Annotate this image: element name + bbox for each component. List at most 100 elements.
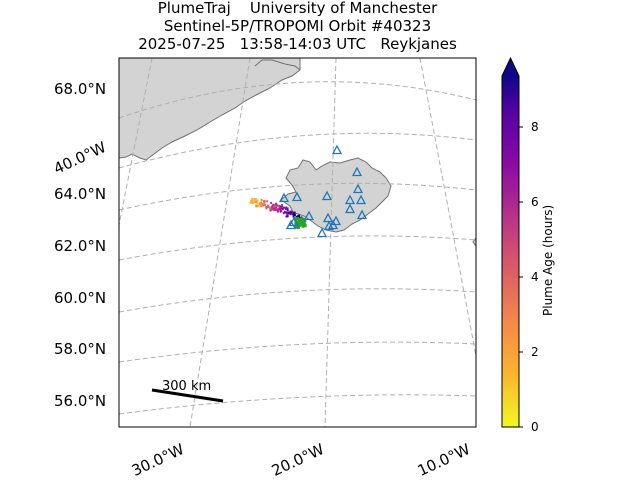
plume-point	[249, 200, 252, 203]
plume-point	[271, 208, 274, 211]
plume-point	[273, 205, 276, 208]
plume-point	[276, 204, 279, 207]
vent-point	[300, 218, 304, 222]
vent-point	[301, 223, 305, 227]
volcano-marker	[344, 203, 356, 214]
map-panel: 300 km	[119, 58, 476, 427]
plume-point	[278, 208, 281, 211]
colorbar-frame	[501, 56, 520, 428]
plume-point	[291, 213, 294, 216]
plume-point	[255, 205, 258, 207]
vent-point	[302, 217, 306, 221]
plume-point	[273, 207, 275, 210]
plume-point	[289, 213, 292, 216]
plume-point	[283, 206, 285, 209]
colorbar-tick-0: 0	[531, 420, 539, 434]
plume-point	[293, 214, 296, 216]
colorbar	[502, 76, 519, 427]
plume-point	[262, 204, 265, 207]
vent-point	[294, 225, 297, 229]
graticule	[119, 58, 476, 427]
plume-point	[261, 203, 264, 205]
greenland-land	[119, 58, 301, 161]
plume-point	[285, 207, 288, 210]
volcano-marker	[344, 194, 356, 205]
vent-point	[300, 220, 304, 224]
plume-point	[260, 201, 262, 204]
plume-point	[275, 202, 278, 205]
plume-point	[290, 210, 293, 213]
vent-point	[294, 217, 298, 221]
plume-point	[284, 211, 286, 214]
plume-point	[286, 215, 289, 218]
volcano-marker	[331, 144, 343, 155]
plume-point	[292, 215, 295, 218]
plume-point	[281, 207, 284, 210]
plume-point	[285, 206, 288, 209]
lat-label-64: 64.0°N	[54, 185, 107, 203]
plume-point	[254, 198, 257, 201]
vent-point	[296, 226, 300, 229]
plume-point	[256, 202, 259, 205]
plume-point	[256, 199, 259, 202]
europe-edge-land	[472, 237, 476, 247]
lat-label-56: 56.0°N	[54, 392, 107, 410]
colorbar-label: Plume Age (hours)	[541, 204, 555, 316]
plume-point	[274, 204, 277, 207]
plume-point	[260, 199, 263, 201]
scale-bar-label: 300 km	[162, 379, 211, 394]
title-line-2: Sentinel-5P/TROPOMI Orbit #40323	[163, 17, 432, 35]
volcano-marker	[351, 166, 363, 177]
plume-point	[251, 201, 254, 204]
vent-point	[301, 224, 305, 228]
plume-point	[281, 204, 283, 206]
volcano-marker	[356, 209, 368, 220]
vent-point	[302, 220, 306, 224]
lat-label-58: 58.0°N	[54, 340, 107, 358]
plume-point	[267, 206, 270, 208]
plume-point	[279, 210, 282, 213]
volcano-marker	[303, 210, 315, 221]
plume-point	[270, 202, 273, 204]
plume-point	[263, 200, 266, 203]
plume-point	[276, 210, 279, 213]
volcano-marker	[323, 220, 335, 231]
volcano-marker	[316, 227, 328, 238]
plume-point	[252, 200, 255, 203]
plume-point	[286, 209, 289, 212]
plume-point	[273, 208, 276, 211]
map-frame	[118, 57, 477, 428]
plume-point	[258, 203, 261, 206]
plume-point	[298, 215, 300, 217]
volcano-marker	[288, 216, 300, 227]
plume-point	[281, 205, 283, 208]
plume-point	[278, 206, 281, 209]
volcano-marker	[330, 215, 342, 226]
plume-point	[277, 205, 280, 208]
plume-point	[286, 213, 289, 216]
plume-point	[276, 208, 279, 211]
lat-label-60: 60.0°N	[54, 289, 107, 307]
lat-label-62: 62.0°N	[54, 237, 107, 255]
title-line-3: 2025-07-25 13:58-14:03 UTC Reykjanes	[138, 35, 457, 53]
plume-point	[269, 207, 272, 210]
colorbar-tick-4: 4	[531, 270, 539, 284]
volcano-marker	[322, 212, 334, 223]
colorbar-tick-8: 8	[531, 120, 539, 134]
plume-point	[263, 202, 266, 205]
volcano-marker	[285, 219, 297, 230]
plume-point	[290, 211, 293, 214]
plume-point	[282, 212, 285, 215]
colorbar-tick-6: 6	[531, 195, 539, 209]
plume-point	[250, 197, 253, 200]
volcano-markers	[278, 144, 368, 238]
plume-point	[266, 200, 269, 203]
plume-point	[275, 208, 278, 211]
colorbar-ticks	[519, 126, 523, 428]
plume-point	[292, 212, 295, 214]
volcano-marker	[355, 194, 367, 205]
colorbar-tick-2: 2	[531, 345, 539, 359]
plume-point	[257, 204, 260, 207]
plume-point	[285, 211, 288, 214]
